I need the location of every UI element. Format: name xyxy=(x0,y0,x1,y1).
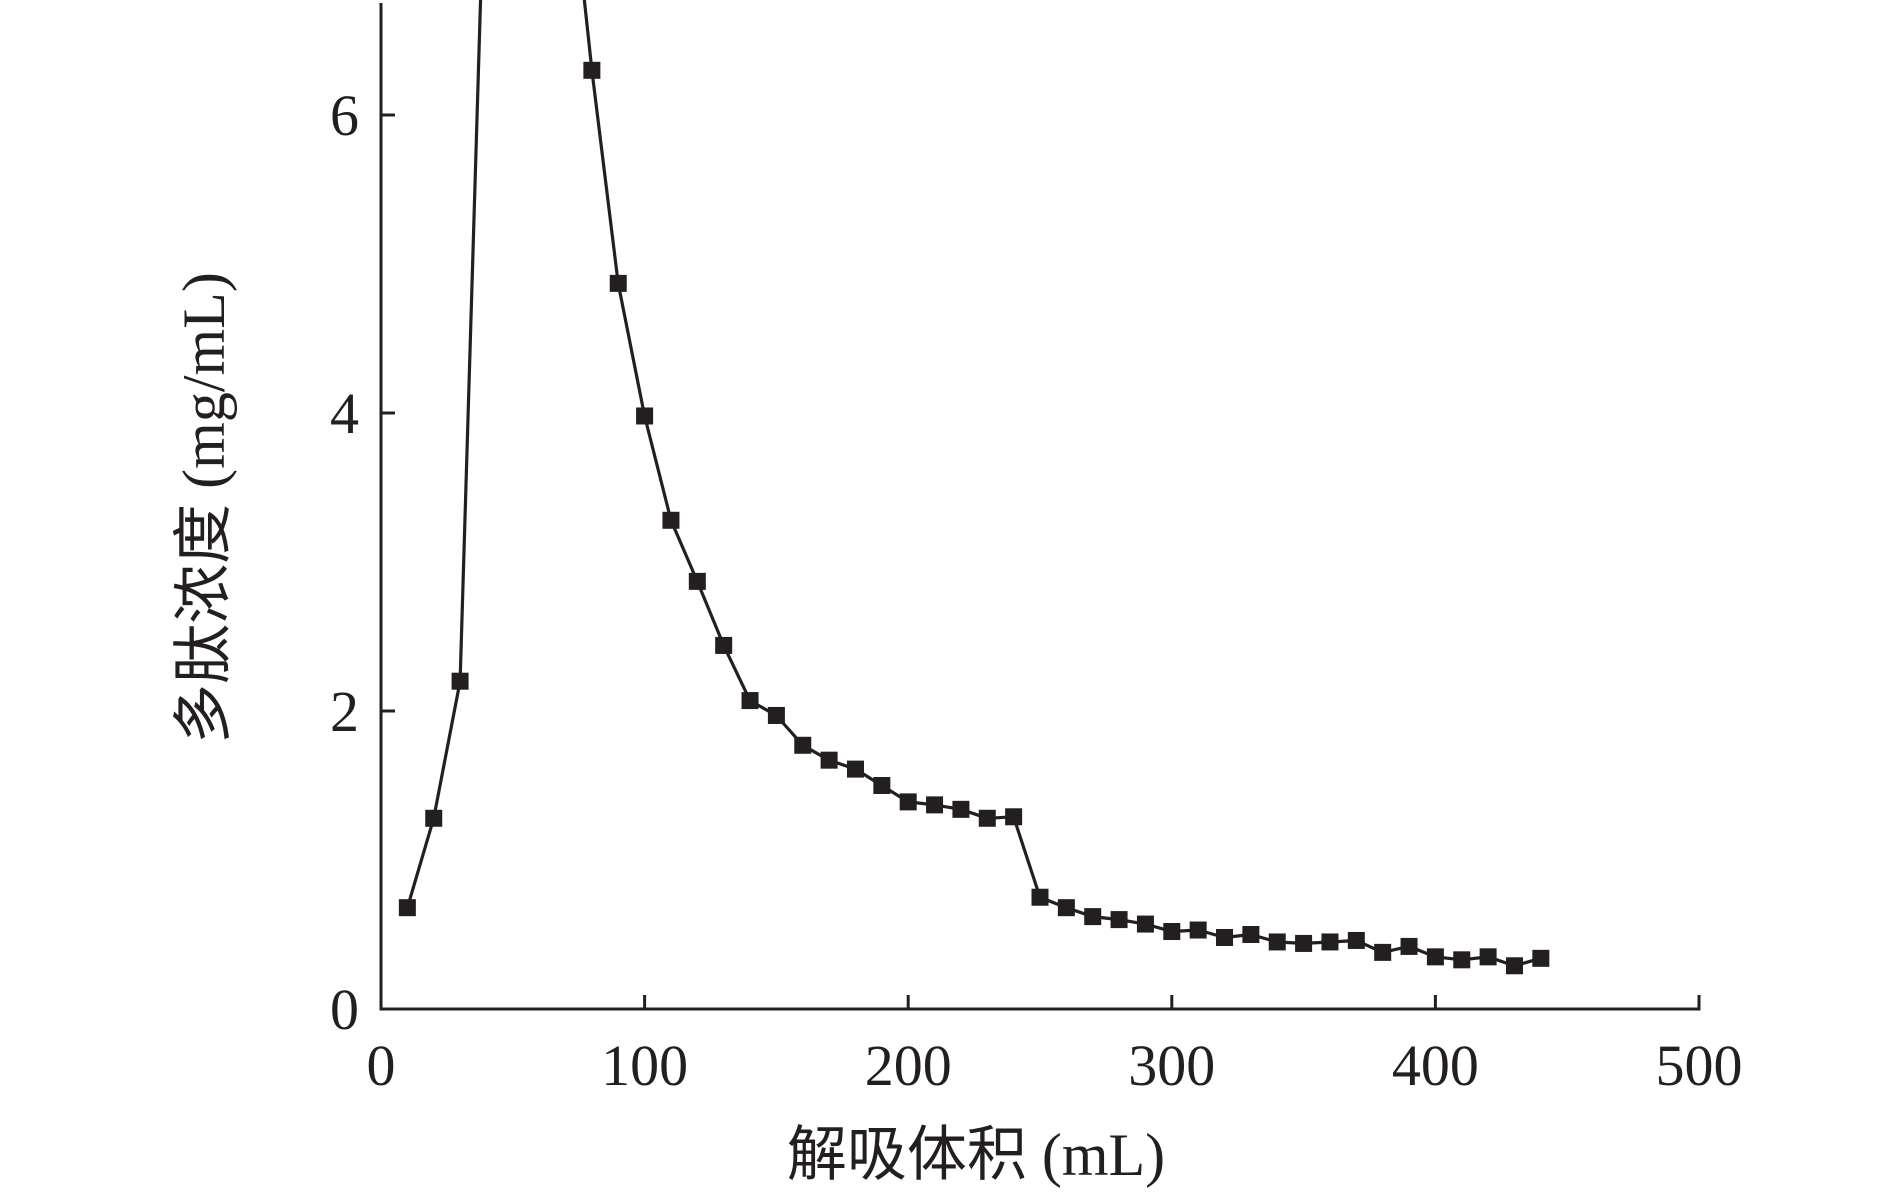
data-point-marker xyxy=(583,61,601,79)
data-point-marker xyxy=(1057,899,1075,917)
data-point-marker xyxy=(662,511,680,529)
data-point-marker xyxy=(398,899,416,917)
x-tick-label: 0 xyxy=(367,1033,396,1098)
data-point-marker xyxy=(1136,915,1154,933)
data-point-marker xyxy=(899,793,917,811)
data-point-marker xyxy=(926,796,944,814)
x-axis-label: 解吸体积 (mL) xyxy=(787,1122,1165,1188)
data-point-marker xyxy=(636,407,654,425)
data-point-marker xyxy=(1189,921,1207,939)
data-point-marker xyxy=(425,809,443,827)
y-tick-label: 0 xyxy=(330,977,359,1042)
data-point-marker xyxy=(1005,808,1023,826)
data-point-marker xyxy=(1532,949,1550,967)
data-point-marker xyxy=(1505,957,1523,975)
ticks-layer: 0100200300400500024681012 xyxy=(330,83,1743,1098)
data-point-marker xyxy=(715,636,733,654)
data-point-marker xyxy=(1400,937,1418,955)
data-point-marker xyxy=(820,751,838,769)
data-point-marker xyxy=(1295,934,1313,952)
data-point-marker xyxy=(873,777,891,794)
data-point-marker xyxy=(1321,933,1339,951)
x-tick-label: 500 xyxy=(1656,1033,1743,1098)
y-axis-label: 多肽浓度 (mg/mL) xyxy=(171,272,237,744)
data-point-marker xyxy=(978,809,996,827)
data-point-marker xyxy=(1453,951,1471,969)
data-point-marker xyxy=(952,800,970,818)
data-point-marker xyxy=(609,274,627,292)
x-tick-label: 200 xyxy=(865,1033,952,1098)
y-tick-label: 2 xyxy=(330,679,359,744)
data-point-marker xyxy=(794,736,812,754)
y-tick-label: 6 xyxy=(330,83,359,148)
data-point-marker xyxy=(1110,911,1128,929)
data-point-marker xyxy=(846,760,864,778)
series-line xyxy=(405,0,1542,968)
data-point-marker xyxy=(1479,948,1497,966)
x-tick-label: 400 xyxy=(1392,1033,1479,1098)
axes-layer xyxy=(379,3,1701,1011)
series-layer xyxy=(398,0,1550,975)
x-tick-label: 100 xyxy=(601,1033,688,1098)
data-point-marker xyxy=(1084,908,1102,926)
data-point-marker xyxy=(688,572,706,590)
data-point-marker xyxy=(1426,948,1444,966)
data-point-marker xyxy=(767,706,785,724)
x-tick-label: 300 xyxy=(1128,1033,1215,1098)
data-point-marker xyxy=(1268,933,1286,951)
data-point-marker xyxy=(1216,928,1234,946)
data-point-marker xyxy=(1374,943,1392,961)
data-point-marker xyxy=(1163,923,1181,941)
y-tick-label: 4 xyxy=(330,381,359,446)
data-point-marker xyxy=(1347,931,1365,949)
data-point-marker xyxy=(1242,926,1260,943)
data-point-marker xyxy=(741,692,759,710)
data-point-marker xyxy=(451,672,469,690)
data-point-marker xyxy=(1031,888,1049,906)
